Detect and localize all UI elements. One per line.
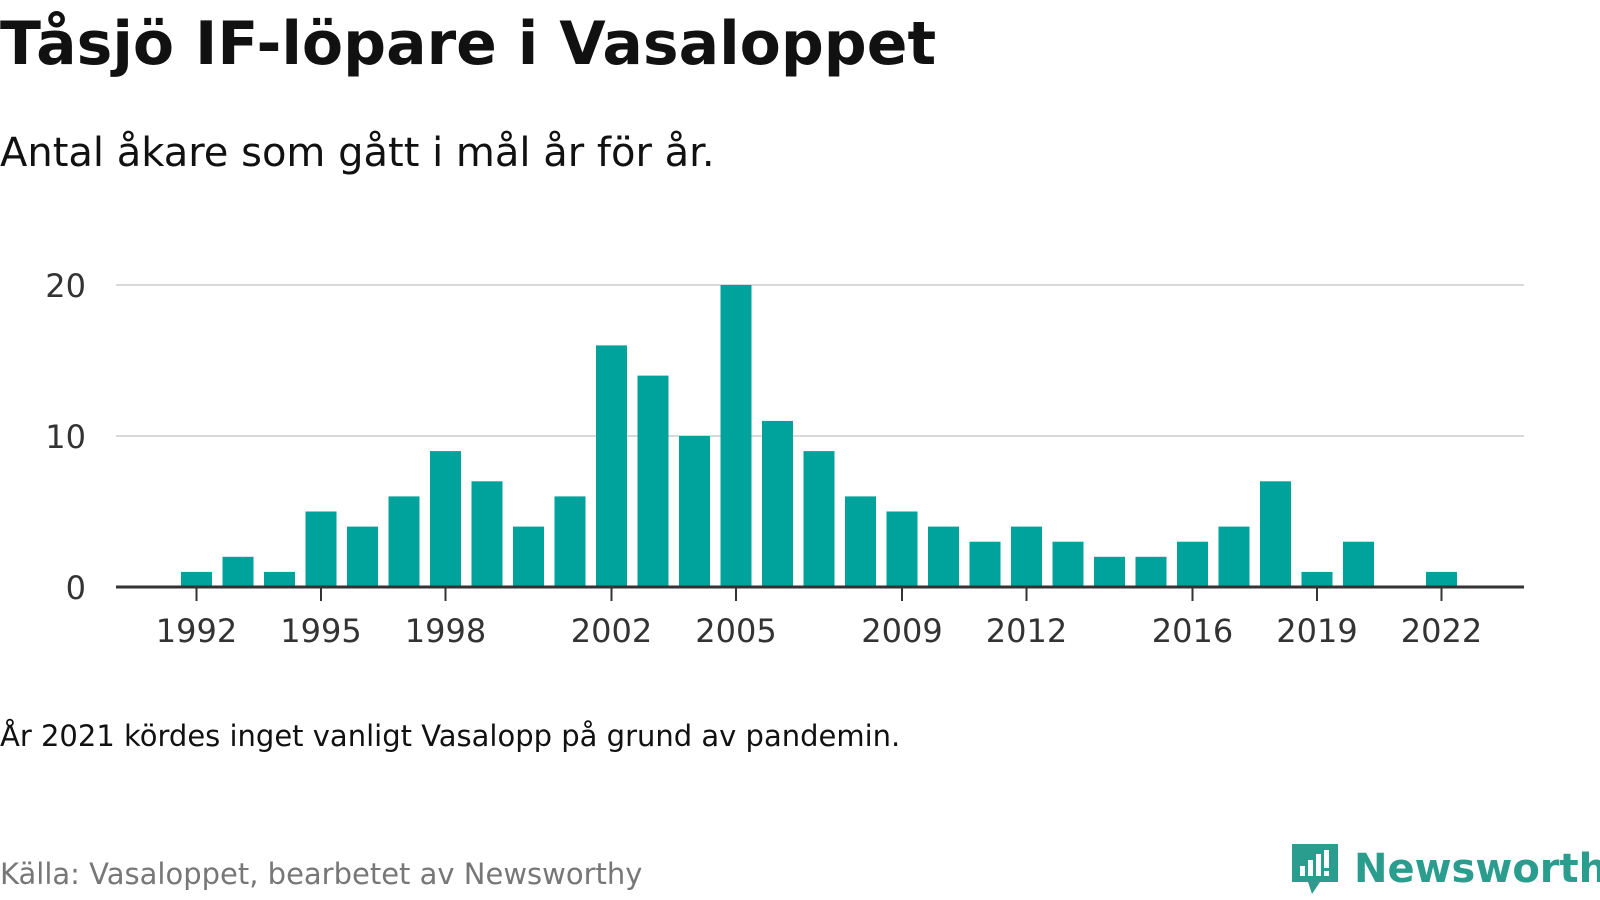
- bar-2001: [554, 496, 586, 587]
- bar-2009: [886, 511, 918, 587]
- bar-1997: [388, 496, 420, 587]
- bar-2020: [1343, 541, 1374, 587]
- bar-2014: [1094, 556, 1125, 587]
- x-tick-label: 2019: [1276, 612, 1357, 650]
- bar-2010: [928, 526, 959, 587]
- bar-2006: [762, 420, 793, 587]
- bar-2008: [845, 496, 876, 587]
- bar-2015: [1135, 556, 1167, 587]
- newsworthy-logo: Newsworthy: [1290, 838, 1600, 900]
- gridlines: [116, 284, 1524, 437]
- y-tick-label: 10: [45, 418, 86, 456]
- bar-2012: [1011, 526, 1042, 587]
- bars: [181, 285, 1457, 587]
- bar-2013: [1052, 541, 1084, 587]
- x-tick-label: 2005: [695, 612, 776, 650]
- bar-1995: [305, 511, 337, 587]
- x-tick-label: 2016: [1152, 612, 1233, 650]
- bar-1994: [264, 571, 295, 587]
- bar-2022: [1426, 571, 1457, 587]
- x-tick-label: 1998: [405, 612, 486, 650]
- bar-2018: [1260, 481, 1291, 587]
- bar-2007: [803, 451, 835, 587]
- x-tick-labels: 1992 1995 1998 2002 2005 2009 2012 2016 2019 2022: [156, 612, 1482, 650]
- chart-title: Tåsjö IF-löpare i Vasaloppet: [0, 9, 937, 79]
- bar-2003: [637, 375, 669, 587]
- bar-1993: [222, 556, 254, 587]
- bar-2002: [596, 345, 627, 587]
- chart-subtitle: Antal åkare som gått i mål år för år.: [0, 130, 715, 176]
- x-tick-label: 1992: [156, 612, 237, 650]
- y-tick-labels: 0 10 20: [45, 267, 86, 607]
- bar-2017: [1218, 526, 1250, 587]
- bar-2005: [720, 285, 752, 587]
- bar-2000: [513, 526, 544, 587]
- x-tick-label: 2022: [1401, 612, 1482, 650]
- bar-1992: [181, 571, 212, 587]
- x-tick-label: 2002: [571, 612, 652, 650]
- x-tick-label: 1995: [280, 612, 361, 650]
- x-tick-label: 2009: [861, 612, 942, 650]
- bar-2016: [1177, 541, 1208, 587]
- bar-1999: [471, 481, 503, 587]
- newsworthy-logo-icon: [1292, 844, 1338, 894]
- x-tick-label: 2012: [986, 612, 1067, 650]
- source-credit: Källa: Vasaloppet, bearbetet av Newswort…: [0, 857, 643, 891]
- bar-2004: [679, 436, 710, 587]
- y-tick-label: 0: [66, 569, 86, 607]
- bar-1996: [347, 526, 378, 587]
- bar-2019: [1301, 571, 1333, 587]
- chart-note: År 2021 kördes inget vanligt Vasalopp på…: [0, 719, 901, 753]
- logo-text: Newsworthy: [1354, 846, 1600, 892]
- bar-1998: [430, 451, 461, 587]
- y-tick-label: 20: [45, 267, 86, 305]
- x-axis: [116, 585, 1524, 601]
- bar-2011: [969, 541, 1001, 587]
